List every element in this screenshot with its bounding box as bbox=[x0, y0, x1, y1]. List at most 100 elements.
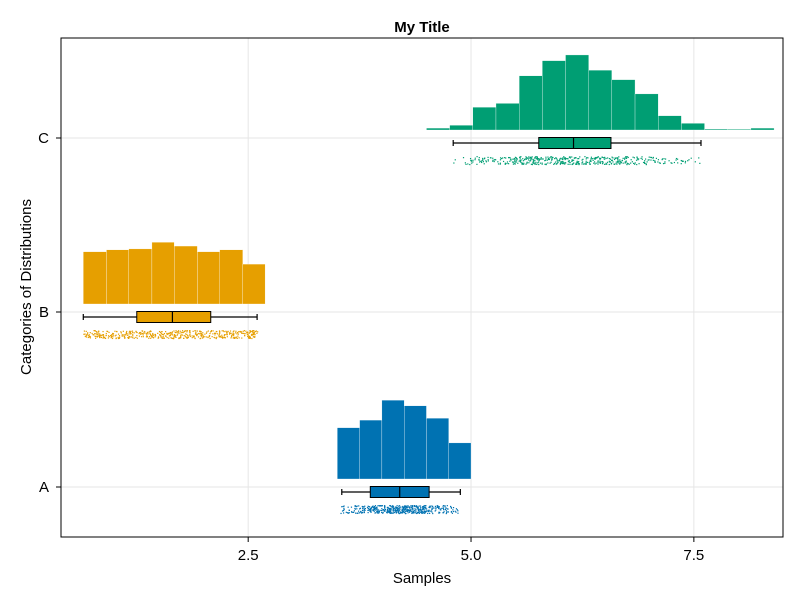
rain-point bbox=[519, 161, 522, 163]
rain-point bbox=[182, 331, 184, 334]
rain-point bbox=[194, 337, 196, 340]
rain-point bbox=[642, 161, 645, 164]
rain-point bbox=[372, 509, 374, 512]
rain-point bbox=[506, 162, 508, 165]
rain-point bbox=[169, 333, 171, 335]
rain-point bbox=[635, 159, 638, 161]
rain-point bbox=[104, 337, 107, 340]
rain-point bbox=[456, 509, 458, 511]
rain-point bbox=[367, 509, 369, 512]
rain-point bbox=[216, 336, 218, 338]
rain-point bbox=[626, 163, 628, 166]
rain-point bbox=[622, 162, 624, 164]
rain-point bbox=[499, 159, 502, 161]
rain-point bbox=[112, 334, 114, 336]
rain-point bbox=[644, 160, 646, 162]
rain-point bbox=[481, 161, 483, 164]
rain-point bbox=[550, 156, 552, 158]
rain-point bbox=[397, 508, 399, 510]
histogram-bar bbox=[426, 127, 450, 131]
histogram-bar bbox=[704, 128, 728, 131]
rain-point bbox=[140, 332, 142, 334]
rain-point bbox=[569, 163, 571, 165]
rain-point bbox=[522, 158, 524, 160]
rain-point bbox=[388, 508, 390, 510]
rain-point bbox=[251, 333, 253, 335]
rain-point bbox=[390, 511, 392, 513]
rain-point bbox=[532, 162, 534, 164]
histogram-bar bbox=[727, 129, 752, 131]
rain-point bbox=[166, 336, 168, 339]
rain-point bbox=[392, 505, 394, 508]
rain-point bbox=[452, 507, 455, 509]
rain-point bbox=[410, 509, 412, 511]
rain-point bbox=[624, 161, 626, 163]
rain-point bbox=[129, 333, 131, 335]
rain-point bbox=[107, 330, 109, 333]
rain-point bbox=[159, 334, 161, 336]
rain-point bbox=[160, 334, 162, 337]
rain-point bbox=[616, 163, 618, 165]
rain-point bbox=[636, 163, 638, 166]
rain-point bbox=[559, 163, 561, 165]
rain-point bbox=[636, 156, 638, 158]
rain-point bbox=[557, 161, 559, 164]
rain-point bbox=[173, 335, 175, 337]
rain-point bbox=[492, 159, 494, 161]
rain-point bbox=[170, 333, 172, 335]
rain-point bbox=[432, 512, 434, 515]
rain-point bbox=[644, 162, 646, 164]
rain-point bbox=[416, 507, 418, 509]
rain-point bbox=[197, 332, 199, 335]
rain-point bbox=[370, 511, 372, 513]
rain-point bbox=[165, 335, 167, 337]
rain-point bbox=[631, 161, 633, 163]
rain-point bbox=[563, 163, 566, 165]
rain-point bbox=[509, 157, 511, 159]
rain-point bbox=[415, 512, 417, 514]
rain-point bbox=[485, 160, 487, 162]
rain-point bbox=[382, 511, 384, 514]
rain-point bbox=[402, 508, 404, 511]
rain-point bbox=[387, 510, 389, 513]
rain-point bbox=[411, 505, 413, 507]
rain-point bbox=[424, 507, 427, 509]
rain-point bbox=[248, 335, 250, 337]
rain-point bbox=[383, 509, 386, 511]
rain-point bbox=[174, 336, 176, 338]
rain-point bbox=[625, 160, 627, 162]
rain-point bbox=[594, 158, 596, 160]
rain-point bbox=[655, 157, 658, 159]
rain-point bbox=[83, 330, 86, 332]
rain-point bbox=[114, 330, 116, 332]
rain-point bbox=[371, 505, 374, 508]
rain-point bbox=[417, 509, 420, 512]
rain-point bbox=[620, 161, 622, 163]
rain-point bbox=[618, 156, 620, 158]
rain-point bbox=[247, 332, 249, 334]
rain-point bbox=[187, 337, 189, 339]
rain-point bbox=[608, 160, 610, 162]
rain-point bbox=[394, 511, 396, 513]
rain-point bbox=[515, 158, 517, 160]
rain-point bbox=[257, 331, 259, 333]
rain-point bbox=[201, 334, 203, 337]
rain-point bbox=[622, 157, 624, 159]
rain-point bbox=[641, 156, 643, 158]
rain-point bbox=[151, 336, 154, 338]
rain-point bbox=[201, 336, 203, 338]
rain-point bbox=[513, 163, 515, 165]
rain-point bbox=[487, 156, 489, 159]
rain-point bbox=[638, 163, 640, 165]
rain-point bbox=[249, 337, 251, 339]
rain-point bbox=[539, 162, 542, 164]
rain-point bbox=[398, 507, 400, 509]
rain-point bbox=[125, 334, 127, 336]
rain-point bbox=[546, 159, 549, 161]
rain-point bbox=[85, 330, 87, 332]
rain-point bbox=[652, 156, 654, 159]
rain-point bbox=[378, 510, 380, 513]
rain-point bbox=[514, 160, 516, 162]
rain-point bbox=[121, 334, 123, 336]
rain-point bbox=[454, 510, 456, 512]
